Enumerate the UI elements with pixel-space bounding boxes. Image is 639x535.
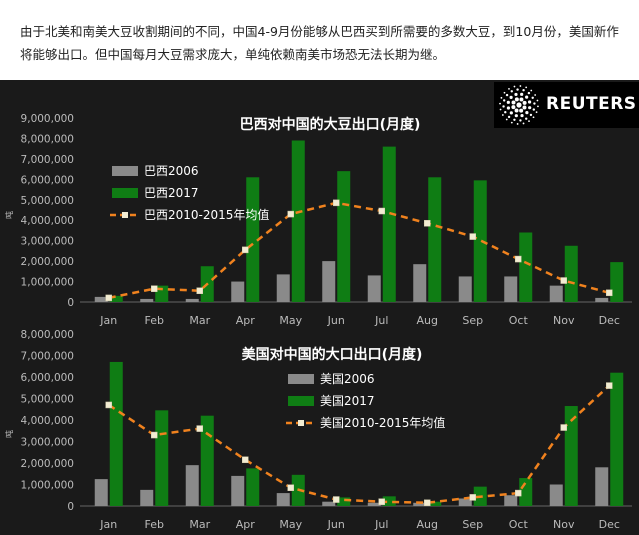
logo-dot <box>534 94 537 96</box>
logo-dot <box>528 106 532 110</box>
logo-dot <box>529 113 533 117</box>
logo-dot <box>506 100 510 104</box>
logo-dot <box>507 115 511 119</box>
reuters-logo: REUTERS <box>494 82 639 128</box>
logo-dot <box>519 85 522 87</box>
logo-dot <box>510 90 513 93</box>
logo-dot <box>525 95 529 99</box>
logo-dot <box>537 105 539 108</box>
logo-dot <box>503 91 506 94</box>
intro-text: 由于北美和南美大豆收割期间的不同，中国4-9月份能够从巴西买到所需要的多数大豆，… <box>0 0 639 80</box>
logo-dot <box>522 100 527 105</box>
logo-dot <box>502 99 506 102</box>
logo-dot <box>514 114 518 118</box>
logo-dot <box>525 117 528 120</box>
reuters-dot-sphere-icon <box>499 85 539 125</box>
chart-panel <box>0 80 639 535</box>
logo-dot <box>506 106 511 110</box>
logo-dot <box>505 118 508 121</box>
logo-dot <box>500 96 503 99</box>
logo-dot <box>516 102 522 108</box>
logo-dot <box>536 99 539 102</box>
logo-dot <box>528 120 530 123</box>
logo-dot <box>516 88 519 91</box>
logo-dot <box>504 111 507 114</box>
logo-dot <box>535 111 538 114</box>
logo-dot <box>516 123 519 125</box>
logo-dot <box>509 95 513 99</box>
logo-dot <box>520 92 524 96</box>
logo-dot <box>519 97 524 102</box>
logo-dot <box>522 105 527 110</box>
logo-dot <box>514 97 519 102</box>
logo-dot <box>533 102 536 105</box>
logo-dot <box>525 86 528 89</box>
logo-dot <box>502 105 505 108</box>
logo-dot <box>525 111 529 115</box>
logo-dot <box>509 111 513 115</box>
logo-dot <box>527 91 531 95</box>
logo-dot <box>501 114 504 116</box>
logo-dot <box>520 113 524 118</box>
logo-dot <box>532 108 536 111</box>
logo-dot <box>513 118 516 122</box>
logo-dot <box>511 100 516 105</box>
logo-dot <box>514 108 519 113</box>
logo-dot <box>532 116 535 119</box>
logo-dot <box>519 108 524 113</box>
logo-dot <box>511 105 516 110</box>
logo-dot <box>514 92 518 97</box>
logo-dot <box>527 100 532 104</box>
logo-dot <box>499 108 502 111</box>
logo-dot <box>522 88 525 92</box>
logo-dot <box>531 96 534 99</box>
logo-dot <box>510 121 513 124</box>
logo-dot <box>505 93 509 97</box>
logo-dot <box>530 89 533 92</box>
logo-dot <box>499 102 501 105</box>
logo-dot <box>522 122 525 125</box>
reuters-wordmark: REUTERS <box>546 94 637 114</box>
logo-dot <box>513 85 516 88</box>
logo-dot <box>508 87 510 90</box>
logo-dot <box>519 119 522 122</box>
